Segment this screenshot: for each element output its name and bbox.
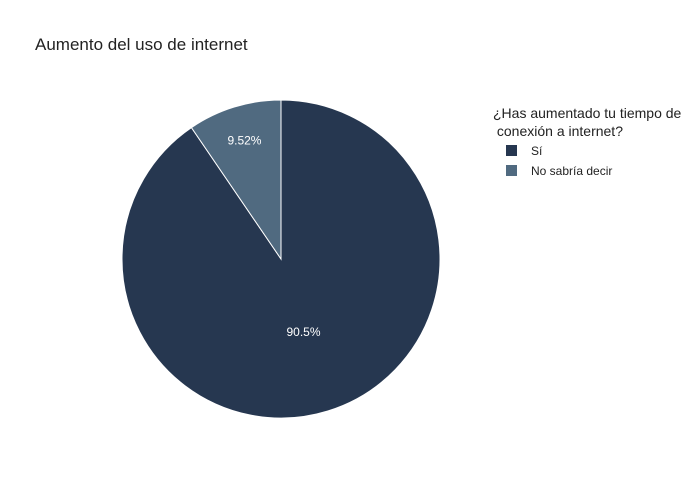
pie-slice-label-0: 90.5% bbox=[286, 325, 320, 339]
legend-title-line-2: conexión a internet? bbox=[493, 123, 623, 139]
pie-slices: 90.5% 9.52% bbox=[121, 99, 441, 419]
legend: ¿Has aumentado tu tiempo de conexión a i… bbox=[493, 105, 685, 178]
legend-label-1: No sabría decir bbox=[531, 164, 612, 178]
legend-label-0: Sí bbox=[531, 144, 543, 158]
pie-slice-label-1: 9.52% bbox=[227, 133, 261, 147]
legend-swatch-0 bbox=[506, 145, 517, 156]
chart-title: Aumento del uso de internet bbox=[35, 35, 248, 54]
legend-items: Sí No sabría decir bbox=[506, 144, 612, 178]
pie-slice-1[interactable] bbox=[190, 99, 282, 261]
legend-item-1[interactable]: No sabría decir bbox=[506, 164, 612, 178]
legend-title-line-1: ¿Has aumentado tu tiempo de bbox=[493, 105, 682, 121]
legend-item-0[interactable]: Sí bbox=[506, 144, 543, 158]
legend-title: ¿Has aumentado tu tiempo de conexión a i… bbox=[493, 105, 685, 139]
legend-swatch-1 bbox=[506, 165, 517, 176]
